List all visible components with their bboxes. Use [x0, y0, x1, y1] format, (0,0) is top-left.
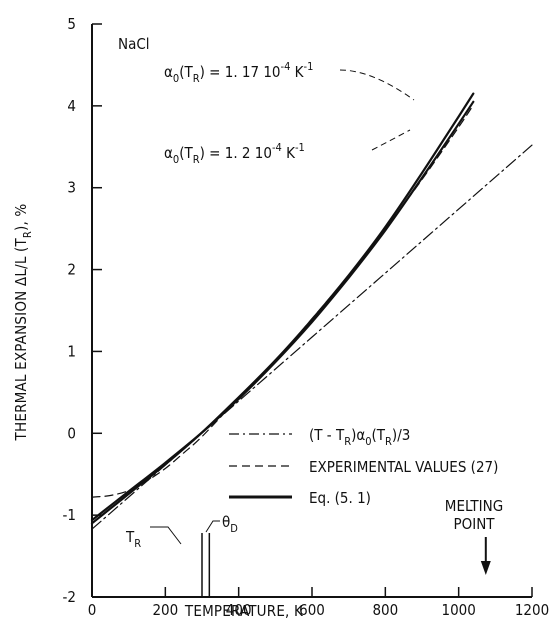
x-tick-label: 600 — [299, 601, 325, 619]
alpha-117-annotation: α0(TR) = 1. 17 10-4 K-1 — [164, 60, 313, 85]
y-tick-label: 3 — [67, 179, 76, 197]
x-tick-label: 0 — [88, 601, 97, 619]
y-axis-title-main: THERMAL EXPANSION ΔL/L (T — [12, 238, 30, 442]
legend1-sub2: 0 — [365, 435, 371, 448]
x-tick-label: 1200 — [515, 601, 549, 619]
alpha-12-subR: R — [193, 153, 200, 166]
thetad-label: θD — [222, 513, 238, 535]
legend1-d: )/3 — [392, 426, 410, 444]
melting-arrow-head — [480, 561, 491, 575]
axis-ticks — [91, 23, 533, 598]
alpha-12-paren: (T — [179, 144, 193, 162]
alpha-117-leader — [339, 69, 415, 101]
legend-label-dashed: EXPERIMENTAL VALUES (27) — [309, 458, 498, 476]
y-axis-title-tail: ), % — [12, 204, 30, 231]
y-tick-label: 5 — [67, 15, 76, 33]
series-line-solid-2 — [90, 92, 475, 525]
legend1-sub3: R — [385, 435, 392, 448]
legend: (T - TR)α0(TR)/3 EXPERIMENTAL VALUES (27… — [229, 426, 498, 507]
thetad-leader — [205, 520, 220, 533]
y-axis-title: THERMAL EXPANSION ΔL/L (TR), % — [12, 204, 34, 442]
y-tick-label: -2 — [63, 588, 76, 606]
tr-label: TR — [125, 528, 141, 550]
y-tick-label: -1 — [63, 506, 76, 524]
chart-title: NaCl — [118, 35, 150, 53]
y-axis-title-sub: R — [21, 231, 34, 238]
axis-tick-labels: 0 200 400 600 800 1000 1200 -2 -1 0 1 2 3 4 5 — [63, 15, 550, 619]
thetad-main: θ — [222, 513, 230, 531]
alpha-117-subR: R — [193, 72, 200, 85]
x-tick-label: 400 — [226, 601, 252, 619]
melting-point-marker: MELTING POINT — [445, 497, 503, 575]
alpha-117-value: ) = 1. 17 10 — [200, 63, 281, 81]
tr-sub: R — [134, 537, 141, 550]
alpha-12-leader — [371, 129, 411, 151]
legend-label-dashdot: (T - TR)α0(TR)/3 — [309, 426, 410, 448]
alpha-12-sub0: 0 — [173, 153, 179, 166]
series-layer — [90, 92, 533, 530]
alpha-12-value: ) = 1. 2 10 — [200, 144, 272, 162]
legend-label-solid: Eq. (5. 1) — [309, 489, 371, 507]
legend1-b: )α — [351, 426, 365, 444]
x-axis-title: TEMPERATURE, K — [184, 602, 304, 620]
melting-label-1: MELTING — [445, 497, 503, 515]
alpha-12-symbol: α — [164, 144, 173, 162]
alpha-12-annotation: α0(TR) = 1. 2 10-4 K-1 — [164, 141, 305, 166]
alpha-117-exp: -4 — [281, 60, 291, 73]
thetad-sub: D — [230, 522, 238, 535]
alpha-117-unit: K — [290, 63, 304, 81]
x-tick-label: 1000 — [441, 601, 475, 619]
alpha-12-unit: K — [282, 144, 296, 162]
alpha-117-paren: (T — [179, 63, 193, 81]
x-tick-label: 800 — [372, 601, 398, 619]
y-tick-label: 0 — [67, 424, 76, 442]
tr-leader — [150, 526, 182, 545]
alpha-12-exp: -4 — [272, 141, 282, 154]
x-tick-label: 200 — [152, 601, 178, 619]
legend1-sub: R — [344, 435, 351, 448]
legend1-c: (T — [372, 426, 386, 444]
tr-thetad-markers: TR θD — [125, 513, 238, 597]
legend1-a: (T - T — [309, 426, 345, 444]
y-tick-label: 2 — [67, 261, 76, 279]
series-line-dashdot-0 — [91, 144, 533, 530]
tr-main: T — [125, 528, 135, 546]
alpha-117-sub0: 0 — [173, 72, 179, 85]
melting-label-2: POINT — [453, 515, 495, 533]
alpha-12-unit-exp: -1 — [295, 141, 305, 154]
series-line-solid-3 — [90, 100, 475, 522]
alpha-117-unit-exp: -1 — [304, 60, 314, 73]
y-tick-label: 1 — [67, 342, 76, 360]
y-tick-label: 4 — [67, 97, 76, 115]
alpha-117-symbol: α — [164, 63, 173, 81]
series-line-dashed-1 — [91, 104, 474, 498]
